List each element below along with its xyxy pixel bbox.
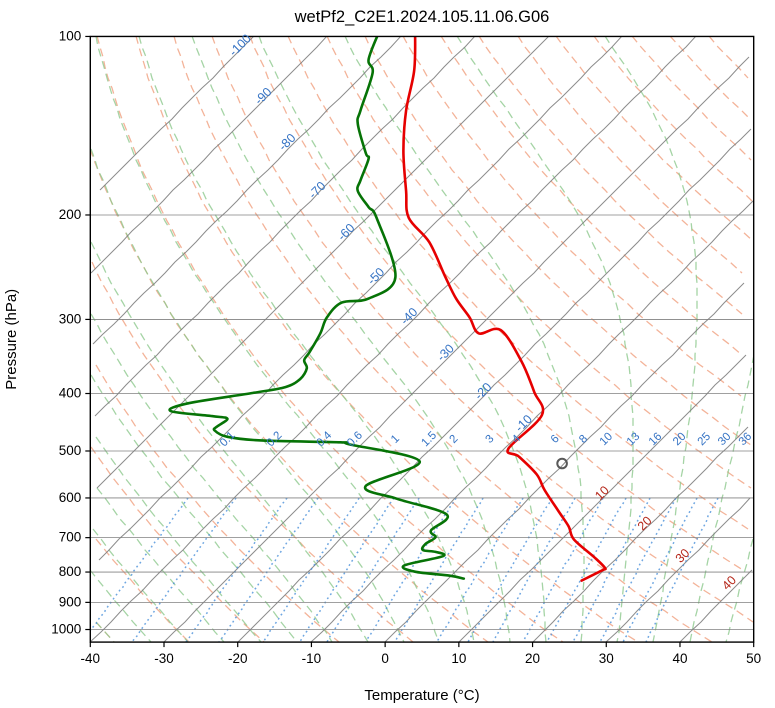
svg-text:700: 700 (59, 530, 82, 545)
svg-text:Temperature (°C): Temperature (°C) (364, 687, 479, 704)
svg-text:500: 500 (59, 443, 82, 458)
svg-text:20: 20 (525, 651, 540, 666)
svg-text:30: 30 (599, 651, 614, 666)
svg-text:-30: -30 (154, 651, 174, 666)
svg-text:900: 900 (59, 594, 82, 609)
svg-text:100: 100 (59, 28, 82, 43)
svg-text:-10: -10 (302, 651, 322, 666)
svg-text:-20: -20 (228, 651, 248, 666)
svg-text:wetPf2_C2E1.2024.105.11.06.G06: wetPf2_C2E1.2024.105.11.06.G06 (294, 8, 550, 26)
svg-text:50: 50 (746, 651, 761, 666)
svg-text:40: 40 (672, 651, 687, 666)
svg-text:400: 400 (59, 386, 82, 401)
svg-text:800: 800 (59, 564, 82, 579)
svg-text:0: 0 (381, 651, 389, 666)
svg-text:-40: -40 (81, 651, 101, 666)
svg-text:Pressure (hPa): Pressure (hPa) (3, 289, 20, 390)
svg-text:10: 10 (451, 651, 466, 666)
svg-text:200: 200 (59, 207, 82, 222)
svg-text:1000: 1000 (51, 622, 81, 637)
svg-text:300: 300 (59, 311, 82, 326)
svg-text:600: 600 (59, 490, 82, 505)
